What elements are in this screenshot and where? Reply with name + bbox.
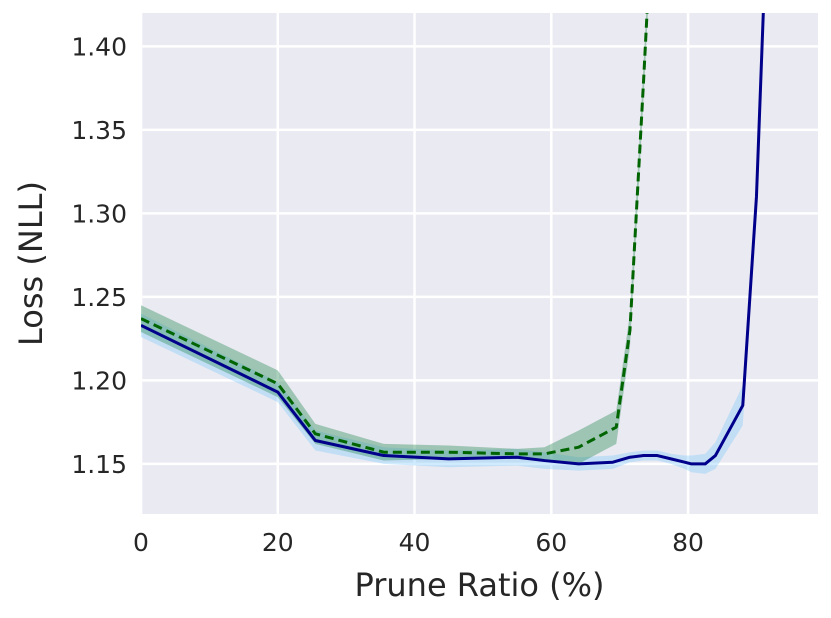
y-tick-labels: 1.15 1.20 1.25 1.30 1.35 1.40 bbox=[71, 32, 127, 479]
x-axis-label: Prune Ratio (%) bbox=[354, 566, 604, 604]
y-axis-label: Loss (NLL) bbox=[12, 181, 50, 346]
y-tick-label: 1.40 bbox=[71, 32, 127, 61]
x-tick-labels: 0 20 40 60 80 bbox=[133, 528, 704, 557]
x-tick-label: 40 bbox=[399, 528, 431, 557]
y-tick-label: 1.30 bbox=[71, 199, 127, 228]
y-tick-label: 1.20 bbox=[71, 366, 127, 395]
x-tick-label: 0 bbox=[133, 528, 149, 557]
series-lines bbox=[141, 13, 765, 466]
x-tick-label: 80 bbox=[672, 528, 704, 557]
y-tick-label: 1.15 bbox=[71, 450, 127, 479]
plot-area bbox=[141, 13, 818, 514]
series-1-line bbox=[141, 13, 765, 466]
x-tick-label: 60 bbox=[535, 528, 567, 557]
y-tick-label: 1.35 bbox=[71, 116, 127, 145]
x-tick-label: 20 bbox=[262, 528, 294, 557]
series-2-line bbox=[141, 13, 649, 456]
y-tick-label: 1.25 bbox=[71, 283, 127, 312]
